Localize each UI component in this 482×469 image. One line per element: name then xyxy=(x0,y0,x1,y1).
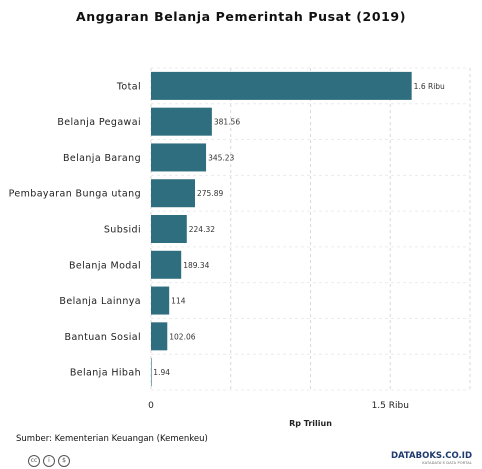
bar xyxy=(151,358,152,387)
license-icons: cc i $ xyxy=(28,455,70,467)
source-note: Sumber: Kementerian Keuangan (Kemenkeu) xyxy=(16,434,208,444)
by-icon: i xyxy=(43,455,55,467)
bar xyxy=(151,215,187,243)
category-label: Belanja Modal xyxy=(69,260,141,271)
bar xyxy=(151,179,196,208)
category-label: Belanja Barang xyxy=(63,153,141,164)
bar xyxy=(151,71,412,100)
x-axis-label: Rp Triliun xyxy=(289,419,332,428)
data-label: 381.56 xyxy=(214,118,240,127)
x-tick-label: 1.5 Ribu xyxy=(372,401,409,411)
data-label: 275.89 xyxy=(197,189,223,198)
category-label: Belanja Lainnya xyxy=(59,296,141,307)
bar xyxy=(151,143,207,172)
data-label: 1.94 xyxy=(153,368,170,377)
cc-icon: cc xyxy=(28,455,40,467)
category-label: Total xyxy=(116,81,141,92)
bar xyxy=(151,250,182,279)
nc-icon: $ xyxy=(58,455,70,467)
data-label: 114 xyxy=(171,297,186,306)
data-label: 102.06 xyxy=(169,332,195,341)
category-label: Bantuan Sosial xyxy=(65,332,141,343)
category-label: Subsidi xyxy=(104,225,141,236)
category-label: Belanja Hibah xyxy=(70,368,141,379)
data-label: 1.6 Ribu xyxy=(414,82,445,91)
brand-tagline: KATADATA'S DATA PORTAL xyxy=(422,461,472,465)
x-tick-label: 0 xyxy=(148,401,154,411)
bar xyxy=(151,107,212,136)
data-label: 224.32 xyxy=(189,225,215,234)
brand-logo[interactable]: DATABOKS.CO.ID KATADATA'S DATA PORTAL xyxy=(391,451,472,465)
data-label: 189.34 xyxy=(183,261,209,270)
data-label: 345.23 xyxy=(208,153,234,162)
brand-name: DATABOKS.CO.ID xyxy=(390,451,472,461)
bar xyxy=(151,322,168,351)
bar xyxy=(151,286,170,315)
chart-title: Anggaran Belanja Pemerintah Pusat (2019) xyxy=(75,9,407,24)
category-label: Pembayaran Bunga utang xyxy=(9,189,141,200)
category-label: Belanja Pegawai xyxy=(57,117,141,128)
